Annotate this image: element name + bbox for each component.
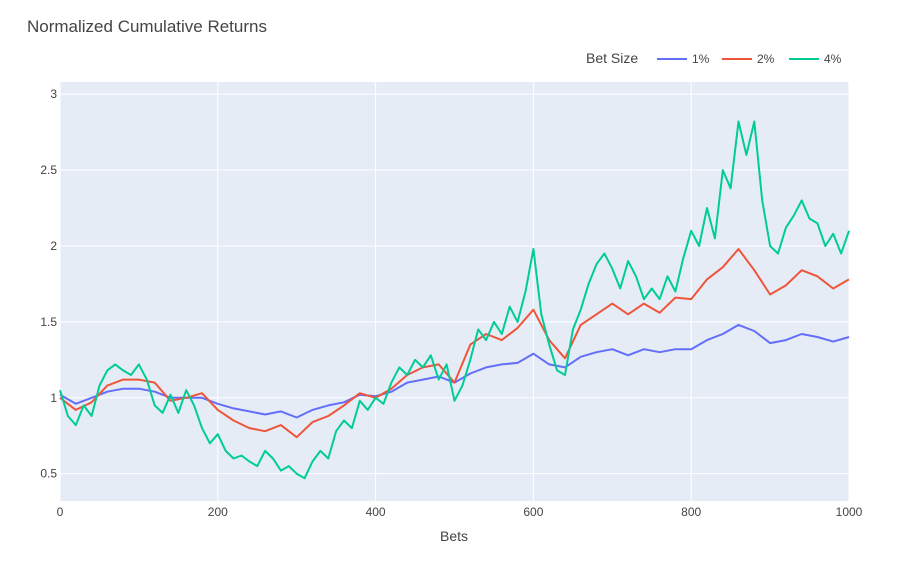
y-tick-label: 3 [50, 87, 57, 101]
x-tick-label: 400 [366, 505, 386, 519]
y-tick-labels: 0.5 1 1.5 2 2.5 3 [40, 87, 57, 481]
y-tick-label: 2.5 [40, 163, 57, 177]
chart-title: Normalized Cumulative Returns [27, 17, 267, 36]
y-tick-label: 1.5 [40, 315, 57, 329]
x-tick-labels: 0 200 400 600 800 1000 [57, 505, 863, 519]
x-tick-label: 0 [57, 505, 64, 519]
legend-title: Bet Size [586, 50, 638, 66]
legend-label: 2% [757, 52, 775, 66]
legend-label: 1% [692, 52, 710, 66]
x-gridlines [59, 82, 850, 501]
series-line-4pct [59, 120, 850, 480]
x-tick-label: 800 [681, 505, 701, 519]
x-tick-label: 200 [208, 505, 228, 519]
y-tick-label: 1 [50, 391, 57, 405]
series-layer [59, 120, 850, 480]
legend: Bet Size 1% 2% 4% [586, 50, 842, 66]
y-tick-label: 2 [50, 239, 57, 253]
plot-area [60, 82, 849, 501]
legend-label: 4% [824, 52, 842, 66]
y-tick-label: 0.5 [40, 467, 57, 481]
x-axis-title: Bets [440, 528, 468, 544]
x-tick-label: 1000 [836, 505, 863, 519]
series-line-2pct [59, 248, 850, 439]
x-tick-label: 600 [523, 505, 543, 519]
